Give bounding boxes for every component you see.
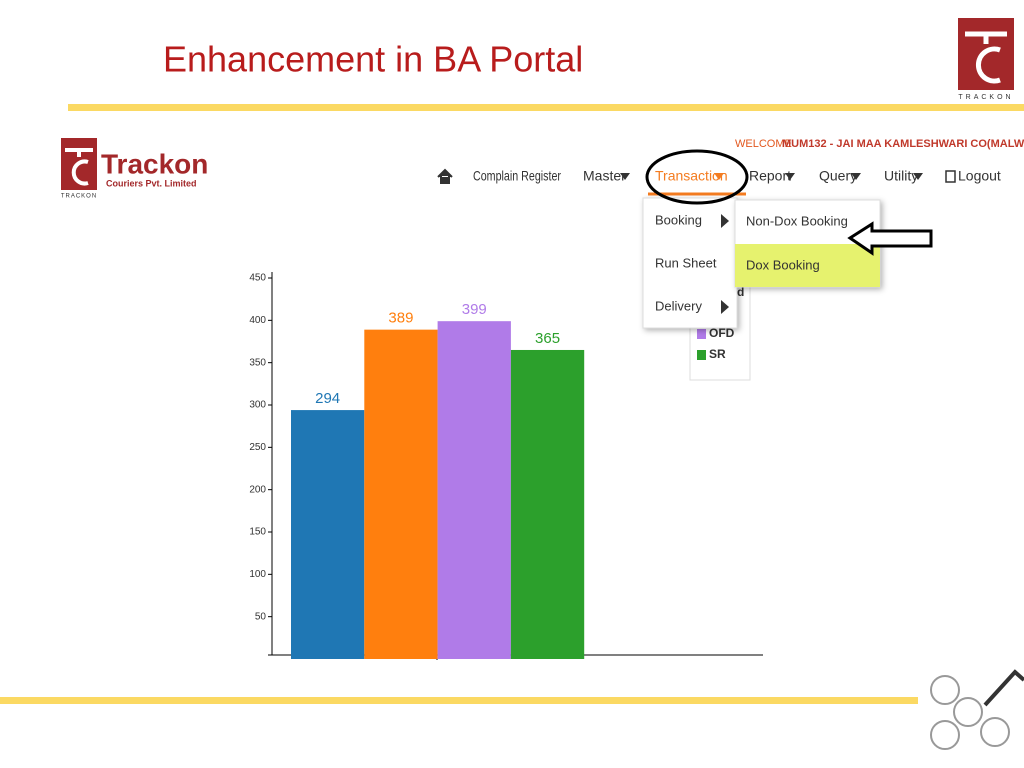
chart: 50 100 150 200 250 300 350 400 450 294 389 399 365 <box>249 272 763 660</box>
dropdown-item[interactable]: Delivery <box>655 298 702 313</box>
user: MUM132 - JAI MAA KAMLESHWARI CO(MALWANI)… <box>782 138 1024 150</box>
bar <box>291 410 365 659</box>
caret <box>785 173 795 180</box>
legend: d OFD SR <box>697 285 744 361</box>
y-tick-label: 300 <box>249 400 266 411</box>
y-tick-label: 100 <box>249 569 266 580</box>
menu-item[interactable]: Transaction <box>655 168 728 184</box>
pointer-arrow <box>847 221 933 256</box>
value-label: 365 <box>535 330 560 347</box>
legend-label: d <box>737 285 744 299</box>
slide-title: Enhancement in BA Portal <box>163 39 583 80</box>
y-tick-label: 50 <box>255 611 267 622</box>
y-tick-label: 250 <box>249 442 266 453</box>
portal-logo: Trackon Couriers Pvt. Limited TRACKON <box>61 138 208 200</box>
menu: Complain Register Master Transaction Report… <box>473 168 1001 184</box>
value-label: 389 <box>388 310 413 327</box>
y-tick-label: 350 <box>249 357 266 368</box>
welcome: WELCOME <box>735 138 792 150</box>
submenu-highlight <box>735 244 880 287</box>
menu-item[interactable]: Utility <box>884 168 918 184</box>
submenu-item[interactable]: Non-Dox Booking <box>746 213 848 228</box>
caret <box>620 173 630 180</box>
dropdown-item[interactable]: Run Sheet <box>655 255 717 270</box>
legend-label: OFD <box>709 326 735 340</box>
legend-swatch <box>697 350 706 360</box>
y-tick-label: 200 <box>249 484 266 495</box>
legend-swatch <box>697 329 706 339</box>
corner-logo-text: TRACKON <box>958 94 1013 101</box>
y-tick-label: 400 <box>249 315 266 326</box>
submenu-caret <box>721 300 729 314</box>
corner-logo: TRACKON <box>958 18 1014 101</box>
submenu-item[interactable]: Dox Booking <box>746 257 820 272</box>
logo-tagline: Couriers Pvt. Limited <box>106 178 197 188</box>
dropdown-item[interactable]: Booking <box>655 212 702 227</box>
bar <box>437 321 511 659</box>
caret <box>851 173 861 180</box>
y-tick-label: 150 <box>249 527 266 538</box>
menu-item[interactable]: Master <box>583 168 626 184</box>
menu-item[interactable]: Report <box>749 168 791 184</box>
submenu-caret <box>721 214 729 228</box>
dropdown-items: Booking Run Sheet Delivery Non-Dox Booking D… <box>655 212 848 314</box>
legend-label: SR <box>709 347 726 361</box>
logout-icon <box>945 170 956 183</box>
menu-item[interactable]: Query <box>819 168 857 184</box>
y-tick-label: 450 <box>249 273 266 284</box>
home-icon[interactable] <box>437 168 453 184</box>
caret <box>714 173 724 180</box>
value-label: 294 <box>315 390 340 407</box>
gear-illustration <box>930 669 1024 750</box>
menu-item[interactable]: Logout <box>958 168 1001 184</box>
value-label: 399 <box>462 301 487 318</box>
logo-mark: TRACKON <box>61 194 97 200</box>
logo-name: Trackon <box>101 148 208 179</box>
menu-item[interactable]: Complain Register <box>473 168 561 184</box>
caret <box>913 173 923 180</box>
highlight-ellipse <box>645 149 749 205</box>
bar <box>510 349 585 659</box>
bottom-rule <box>0 697 918 704</box>
top-rule <box>68 104 1024 111</box>
bar <box>364 329 438 659</box>
